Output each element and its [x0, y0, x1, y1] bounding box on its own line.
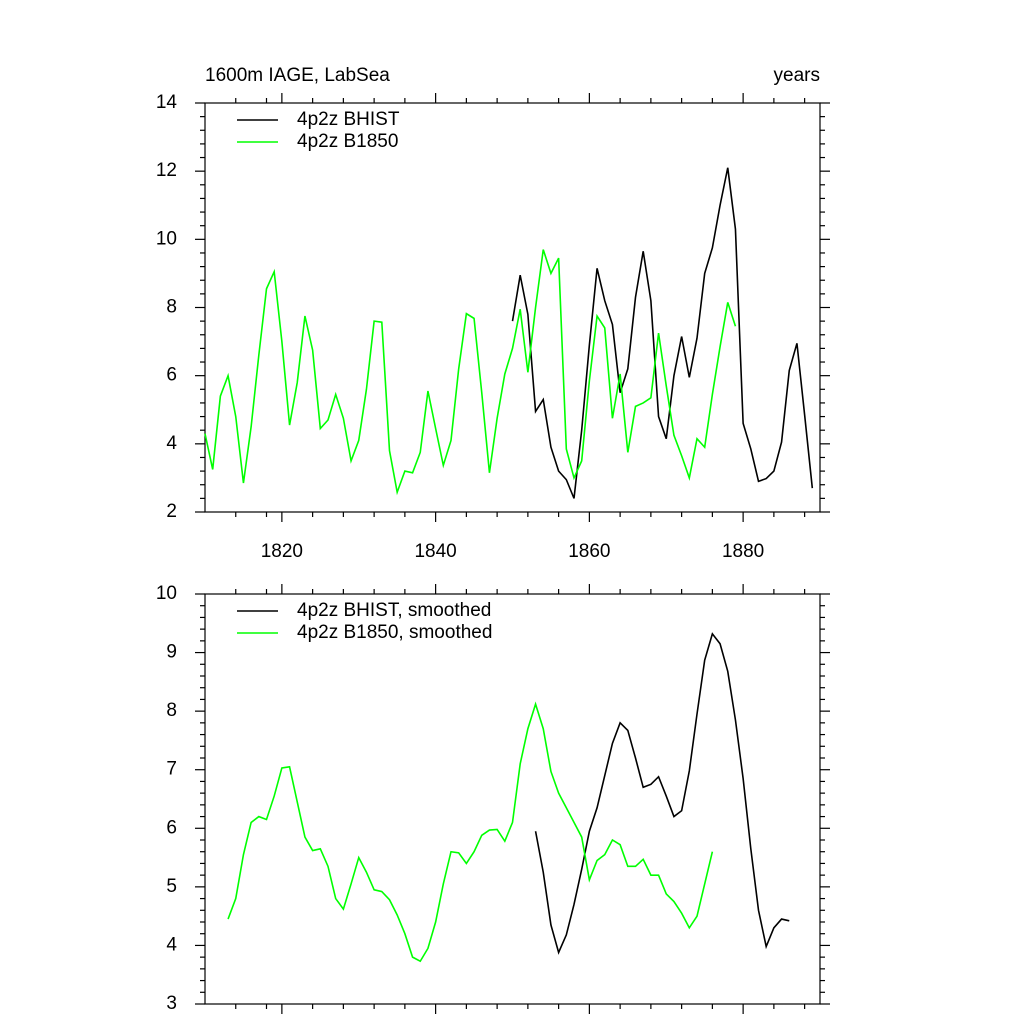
data-line	[511, 167, 814, 499]
x-tick-label: 1820	[261, 541, 303, 562]
y-tick-label: 5	[166, 876, 177, 897]
y-tick-label: 4	[166, 433, 177, 454]
y-tick-label: 8	[166, 700, 177, 721]
y-tick-label: 3	[166, 993, 177, 1014]
y-tick-label: 8	[166, 297, 177, 318]
x-tick-label: 1860	[568, 541, 610, 562]
x-tick-label: 1840	[414, 541, 456, 562]
y-tick-label: 2	[166, 501, 177, 522]
legend-label: 4p2z B1850, smoothed	[297, 622, 492, 643]
y-tick-label: 14	[156, 92, 178, 113]
x-tick-label: 1880	[722, 541, 764, 562]
legend-label: 4p2z BHIST, smoothed	[297, 600, 491, 621]
plot-frame	[204, 102, 821, 513]
y-tick-label: 9	[166, 642, 177, 663]
chart-title: 1600m IAGE, LabSea	[205, 65, 390, 86]
y-tick-label: 6	[166, 365, 177, 386]
y-tick-label: 7	[166, 759, 177, 780]
data-line	[534, 632, 790, 955]
data-line	[227, 701, 714, 963]
y-tick-label: 12	[156, 160, 177, 181]
y-tick-label: 10	[156, 583, 177, 604]
units-label: years	[774, 65, 820, 86]
legend-label: 4p2z BHIST	[297, 109, 400, 130]
data-line	[204, 249, 737, 496]
y-tick-label: 10	[156, 228, 177, 249]
y-tick-label: 4	[166, 934, 177, 955]
legend-label: 4p2z B1850	[297, 131, 398, 152]
plot-frame	[204, 593, 821, 1005]
y-tick-label: 6	[166, 817, 177, 838]
